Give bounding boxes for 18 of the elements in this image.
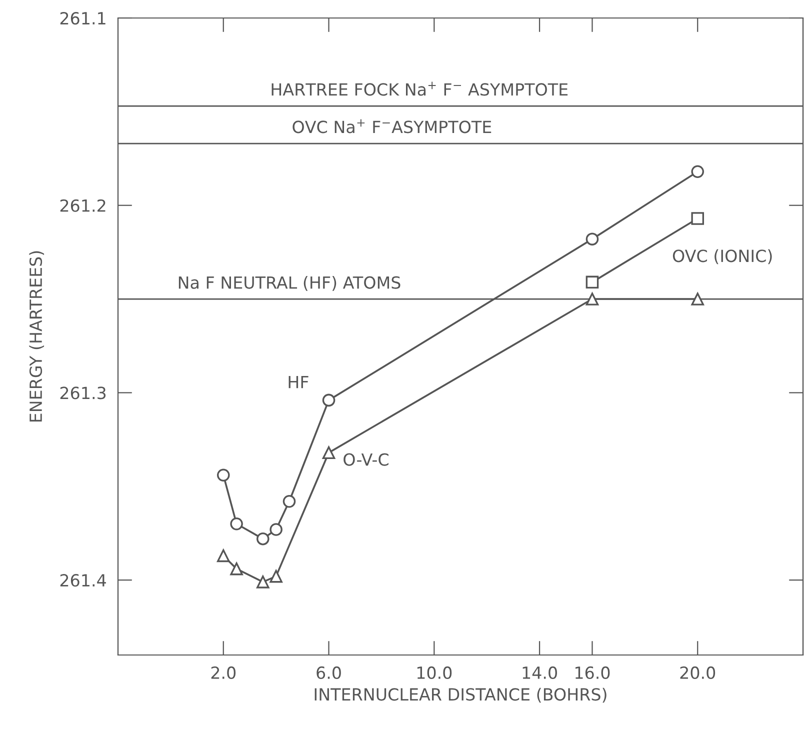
x-axis-title: INTERNUCLEAR DISTANCE (BOHRS) [314, 688, 606, 703]
series-label: HF [288, 376, 308, 388]
ref-line-label: HARTREE FOCK Na$^{+}$ F$^{−}$ ASYMPTOTE [272, 82, 568, 96]
x-tick-label: 10.0 [417, 666, 452, 680]
x-tick-label: 16.0 [576, 666, 610, 680]
x-tick-label: 14.0 [522, 666, 557, 680]
series-label: OVC (IONIC) [672, 249, 772, 264]
y-tick-label: 261.4 [60, 574, 106, 587]
series-label: O-V-C [344, 453, 388, 466]
y-axis-title: ENERGY (HARTREES) [29, 251, 44, 422]
ref-line-label: Na F NEUTRAL (HF) ATOMS [178, 276, 400, 291]
y-tick-label: 261.2 [60, 199, 106, 212]
ref-line-label: OVC Na$^{+}$ F$^{−}$ASYMPTOTE [292, 119, 492, 134]
x-tick-label: 20.0 [680, 666, 716, 680]
y-tick-label: 261.3 [60, 386, 106, 400]
x-tick-label: 2.0 [211, 666, 236, 680]
y-tick-label: 261.1 [60, 12, 106, 25]
x-tick-label: 6.0 [316, 666, 341, 680]
